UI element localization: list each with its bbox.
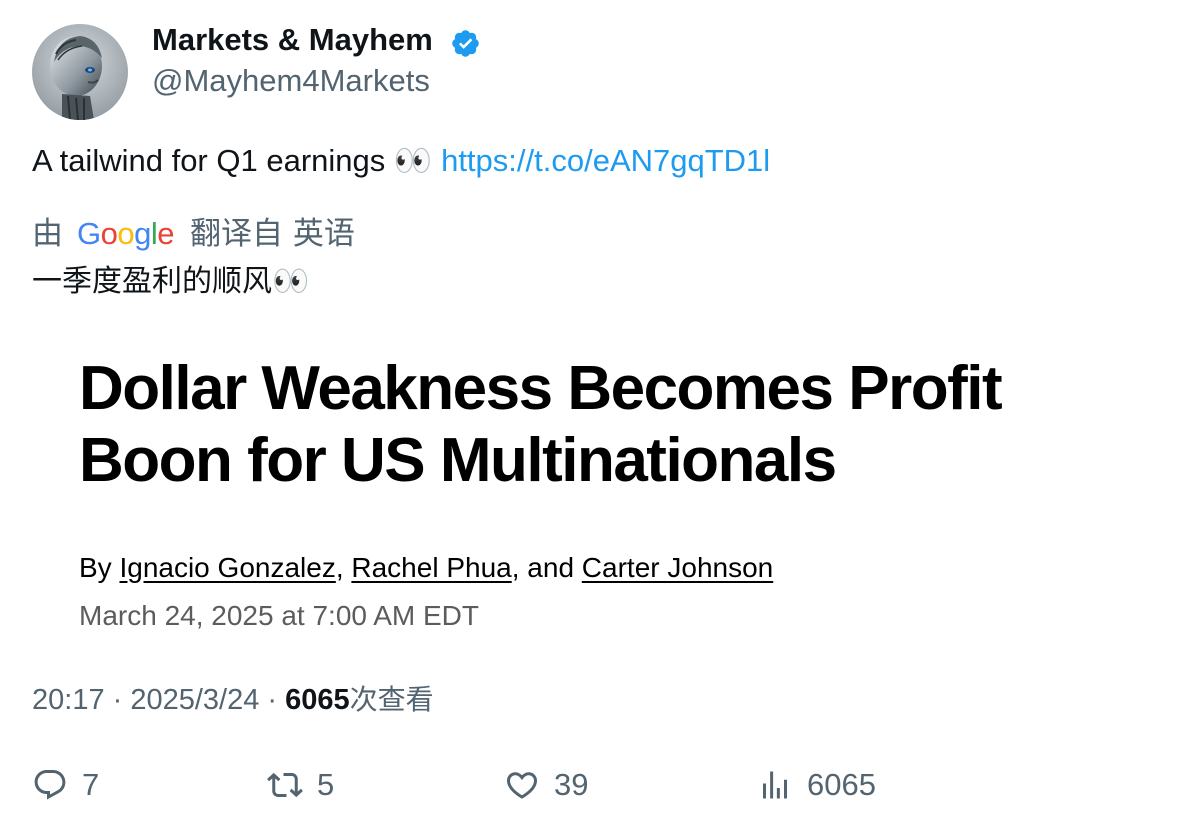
- analytics-icon: [763, 771, 787, 799]
- display-name[interactable]: Markets & Mayhem: [152, 22, 433, 57]
- google-logo: Google: [77, 216, 175, 251]
- byline-prefix: By: [79, 552, 120, 583]
- article-headline: Dollar Weakness Becomes Profit Boon for …: [79, 354, 1003, 495]
- article-image-card[interactable]: Dollar Weakness Becomes Profit Boon for …: [32, 320, 1164, 660]
- article-date: March 24, 2025 at 7:00 AM EDT: [79, 600, 479, 631]
- views-button[interactable]: 6065: [757, 760, 876, 810]
- like-count: 39: [554, 767, 589, 802]
- author-name: Rachel Phua: [351, 552, 512, 583]
- action-bar: 7 5 39 6065: [0, 760, 1196, 810]
- author-name: Carter Johnson: [581, 552, 774, 583]
- views-action-count: 6065: [807, 767, 876, 802]
- retweet-icon: [267, 772, 303, 798]
- like-button[interactable]: 39: [504, 760, 588, 810]
- byline-separator: ,: [335, 552, 352, 583]
- reply-icon: [34, 770, 66, 800]
- article-byline: By Ignacio Gonzalez, Rachel Phua, and Ca…: [79, 552, 773, 584]
- tweet-date[interactable]: 2025/3/24: [130, 684, 260, 716]
- avatar-robot-image: [32, 24, 128, 120]
- tweet-meta: 20:17 · 2025/3/24 · 6065次查看: [32, 678, 434, 718]
- byline-separator: , and: [511, 552, 582, 583]
- views-label: 次查看: [349, 683, 434, 716]
- user-handle[interactable]: @Mayhem4Markets: [152, 63, 430, 98]
- tweet-time[interactable]: 20:17: [32, 684, 105, 716]
- tweet-body: A tailwind for Q1 earnings 👀: [32, 143, 442, 178]
- tweet-text: A tailwind for Q1 earnings 👀 https://t.c…: [32, 142, 770, 179]
- translated-text: 一季度盈利的顺风👀: [32, 264, 310, 299]
- views-count: 6065: [285, 684, 350, 716]
- retweet-count: 5: [317, 767, 335, 802]
- retweet-button[interactable]: 5: [267, 760, 334, 810]
- heart-icon: [506, 772, 538, 799]
- author-name: Ignacio Gonzalez: [119, 552, 336, 583]
- avatar[interactable]: [32, 24, 128, 120]
- verified-badge-icon[interactable]: [450, 28, 481, 59]
- translation-attribution: 由 Google 翻译自 英语: [32, 208, 355, 253]
- translated-by-label: 由: [32, 216, 63, 252]
- meta-separator: ·: [104, 684, 131, 716]
- reply-count: 7: [82, 767, 100, 802]
- translated-from-label: 翻译自 英语: [190, 216, 355, 252]
- tweet-link[interactable]: https://t.co/eAN7gqTD1l: [441, 143, 771, 178]
- reply-button[interactable]: 7: [32, 760, 99, 810]
- meta-separator: ·: [259, 684, 286, 716]
